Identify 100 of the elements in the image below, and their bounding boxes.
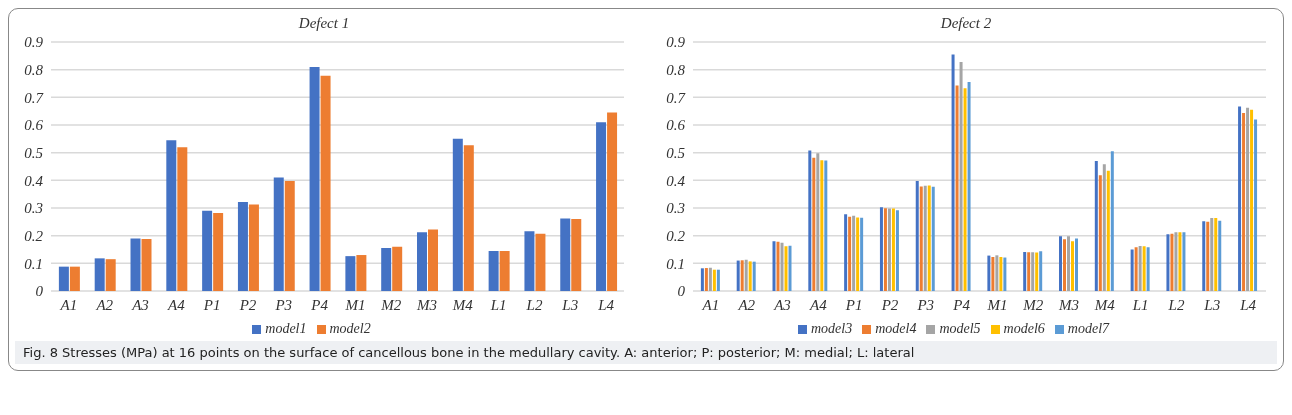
bar xyxy=(1254,119,1258,291)
bar xyxy=(919,186,923,291)
bar xyxy=(94,258,105,291)
bar xyxy=(1027,252,1031,291)
bar xyxy=(1202,221,1206,291)
bar xyxy=(772,241,776,291)
bar xyxy=(596,122,607,291)
bar xyxy=(488,250,499,291)
bar xyxy=(284,180,295,291)
legend-label: model6 xyxy=(1003,321,1045,336)
y-tick-label: 0.7 xyxy=(24,89,45,106)
y-tick-label: 0.6 xyxy=(666,117,686,134)
bar xyxy=(995,255,999,291)
bar xyxy=(345,256,356,291)
legend-label: model2 xyxy=(329,321,371,336)
bar xyxy=(177,147,188,291)
x-tick-label: M4 xyxy=(1093,296,1116,313)
bar xyxy=(560,218,571,291)
bar xyxy=(1003,257,1007,291)
bar xyxy=(1142,246,1146,291)
x-tick-label: P3 xyxy=(274,296,293,313)
bar xyxy=(736,260,740,291)
bar xyxy=(848,216,852,291)
x-tick-label: A4 xyxy=(167,296,186,313)
x-tick-label: P4 xyxy=(310,296,329,313)
bar xyxy=(1075,238,1078,291)
y-tick-label: 0.5 xyxy=(666,144,686,161)
x-tick-label: M2 xyxy=(1022,296,1044,313)
y-tick-label: 0.2 xyxy=(666,227,686,244)
bar xyxy=(784,246,788,291)
bar xyxy=(1182,232,1186,291)
bar xyxy=(820,160,824,291)
bar xyxy=(320,75,331,291)
x-tick-label: P2 xyxy=(880,296,899,313)
bar xyxy=(166,140,177,291)
bar xyxy=(1039,251,1043,291)
x-tick-label: L2 xyxy=(525,296,543,313)
bar xyxy=(499,250,510,291)
x-tick-label: P1 xyxy=(202,296,221,313)
bar xyxy=(1067,236,1070,291)
x-tick-label: A1 xyxy=(59,296,78,313)
bar xyxy=(417,232,427,291)
bar xyxy=(963,88,967,291)
bar xyxy=(860,217,864,291)
bar xyxy=(716,269,720,291)
bar xyxy=(463,145,474,291)
bar xyxy=(1098,175,1102,291)
bar xyxy=(879,207,883,291)
bar xyxy=(535,233,546,291)
bar xyxy=(607,112,618,291)
bar xyxy=(213,212,224,291)
bar xyxy=(452,138,463,291)
bar xyxy=(1170,233,1174,291)
bar xyxy=(780,242,784,291)
bar xyxy=(967,82,971,291)
chart-title: Defect 2 xyxy=(940,15,992,31)
bar xyxy=(915,180,919,291)
bar xyxy=(237,201,248,291)
bar xyxy=(883,208,887,291)
bar xyxy=(931,186,935,291)
x-tick-label: L2 xyxy=(1167,296,1185,313)
y-tick-label: 0.6 xyxy=(24,117,44,134)
bar xyxy=(1063,239,1066,291)
y-tick-label: 0.3 xyxy=(24,200,43,217)
bar xyxy=(752,261,756,291)
legend-label: model3 xyxy=(810,321,853,336)
x-tick-label: A4 xyxy=(809,296,828,313)
bar xyxy=(428,229,438,291)
x-tick-label: P3 xyxy=(916,296,935,313)
y-tick-label: 0.2 xyxy=(24,227,44,244)
bar xyxy=(1206,221,1210,291)
bar xyxy=(816,153,820,291)
bar xyxy=(852,215,856,291)
bar xyxy=(776,241,780,291)
bar xyxy=(740,260,744,291)
bar xyxy=(1146,247,1150,291)
bar xyxy=(356,255,367,291)
bar xyxy=(105,259,116,291)
bar xyxy=(1138,245,1142,291)
bar xyxy=(955,85,959,291)
y-tick-label: 0.5 xyxy=(24,144,44,161)
bar xyxy=(524,231,535,291)
x-tick-label: L1 xyxy=(1131,296,1149,313)
bar xyxy=(571,219,582,291)
bar xyxy=(987,255,991,291)
x-tick-label: L1 xyxy=(489,296,507,313)
chart-title: Defect 1 xyxy=(298,15,350,31)
bar xyxy=(999,256,1003,291)
y-tick-label: 0.4 xyxy=(24,172,44,189)
bar xyxy=(844,214,848,291)
x-tick-label: L3 xyxy=(1203,296,1221,313)
x-tick-label: P1 xyxy=(844,296,863,313)
bar xyxy=(1031,252,1035,291)
x-tick-label: A2 xyxy=(737,296,756,313)
x-tick-label: M3 xyxy=(416,296,438,313)
bar xyxy=(824,160,828,291)
bar xyxy=(1218,220,1222,291)
bar xyxy=(927,185,931,291)
y-tick-label: 0.1 xyxy=(24,255,43,272)
bar xyxy=(1106,170,1110,291)
